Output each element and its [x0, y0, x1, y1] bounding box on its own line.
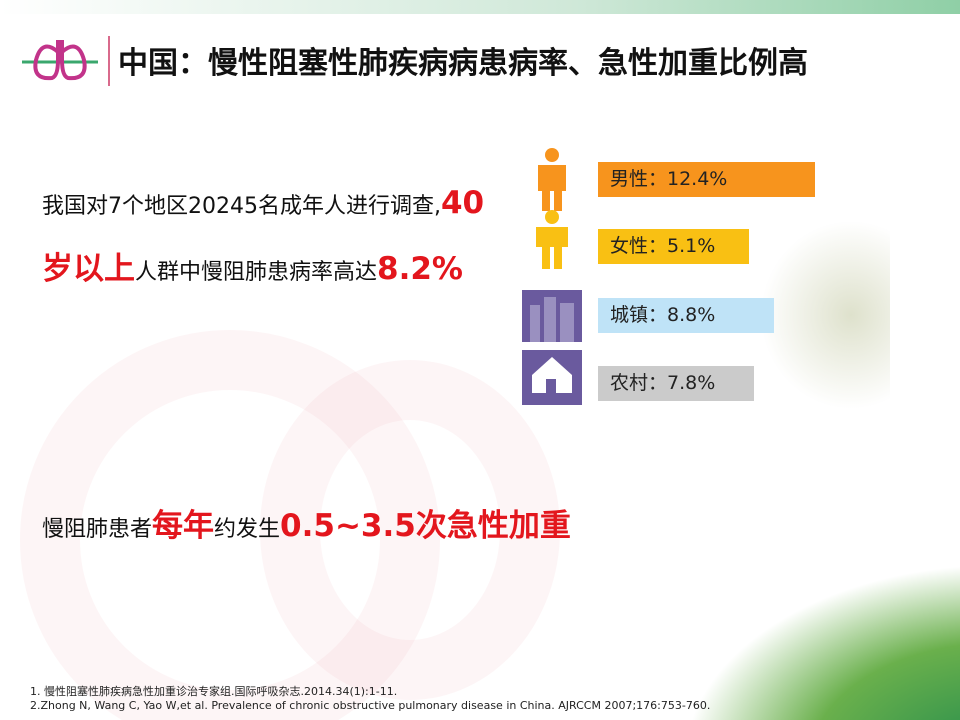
stat-bar: 城镇：8.8%	[598, 298, 774, 333]
text: 约发生	[214, 517, 281, 542]
title: 中国：慢性阻塞性肺疾病病患病率、急性加重比例高	[118, 46, 808, 81]
highlight: 8.2%	[377, 251, 463, 287]
highlight: 40岁以上	[42, 185, 485, 287]
logo	[22, 40, 98, 81]
text: 慢阻肺患者	[42, 517, 153, 542]
footnote: 1. 慢性阻塞性肺疾病急性加重诊治专家组.国际呼吸杂志.2014.34(1):1…	[30, 685, 398, 698]
text: 人群中慢阻肺患病率高达	[135, 260, 378, 285]
highlight: 每年	[152, 508, 215, 544]
highlight: 0.5~3.5次急性加重	[280, 508, 571, 544]
stat-bar: 农村：7.8%	[598, 366, 754, 401]
top-strip	[0, 0, 960, 14]
stat-bar: 男性：12.4%	[598, 162, 815, 197]
icons	[522, 148, 582, 405]
decor	[760, 220, 890, 410]
divider	[108, 36, 110, 86]
paragraph: 慢阻肺患者每年约发生0.5~3.5次急性加重	[42, 500, 571, 545]
paragraph: 我国对7个地区20245名成年人进行调查,40岁以上人群中慢阻肺患病率高达8.2…	[42, 172, 492, 304]
text: 我国对7个地区20245名成年人进行调查,	[42, 194, 441, 219]
footnote: 2.Zhong N, Wang C, Yao W,et al. Prevalen…	[30, 699, 711, 712]
stat-bar: 女性：5.1%	[598, 229, 749, 264]
